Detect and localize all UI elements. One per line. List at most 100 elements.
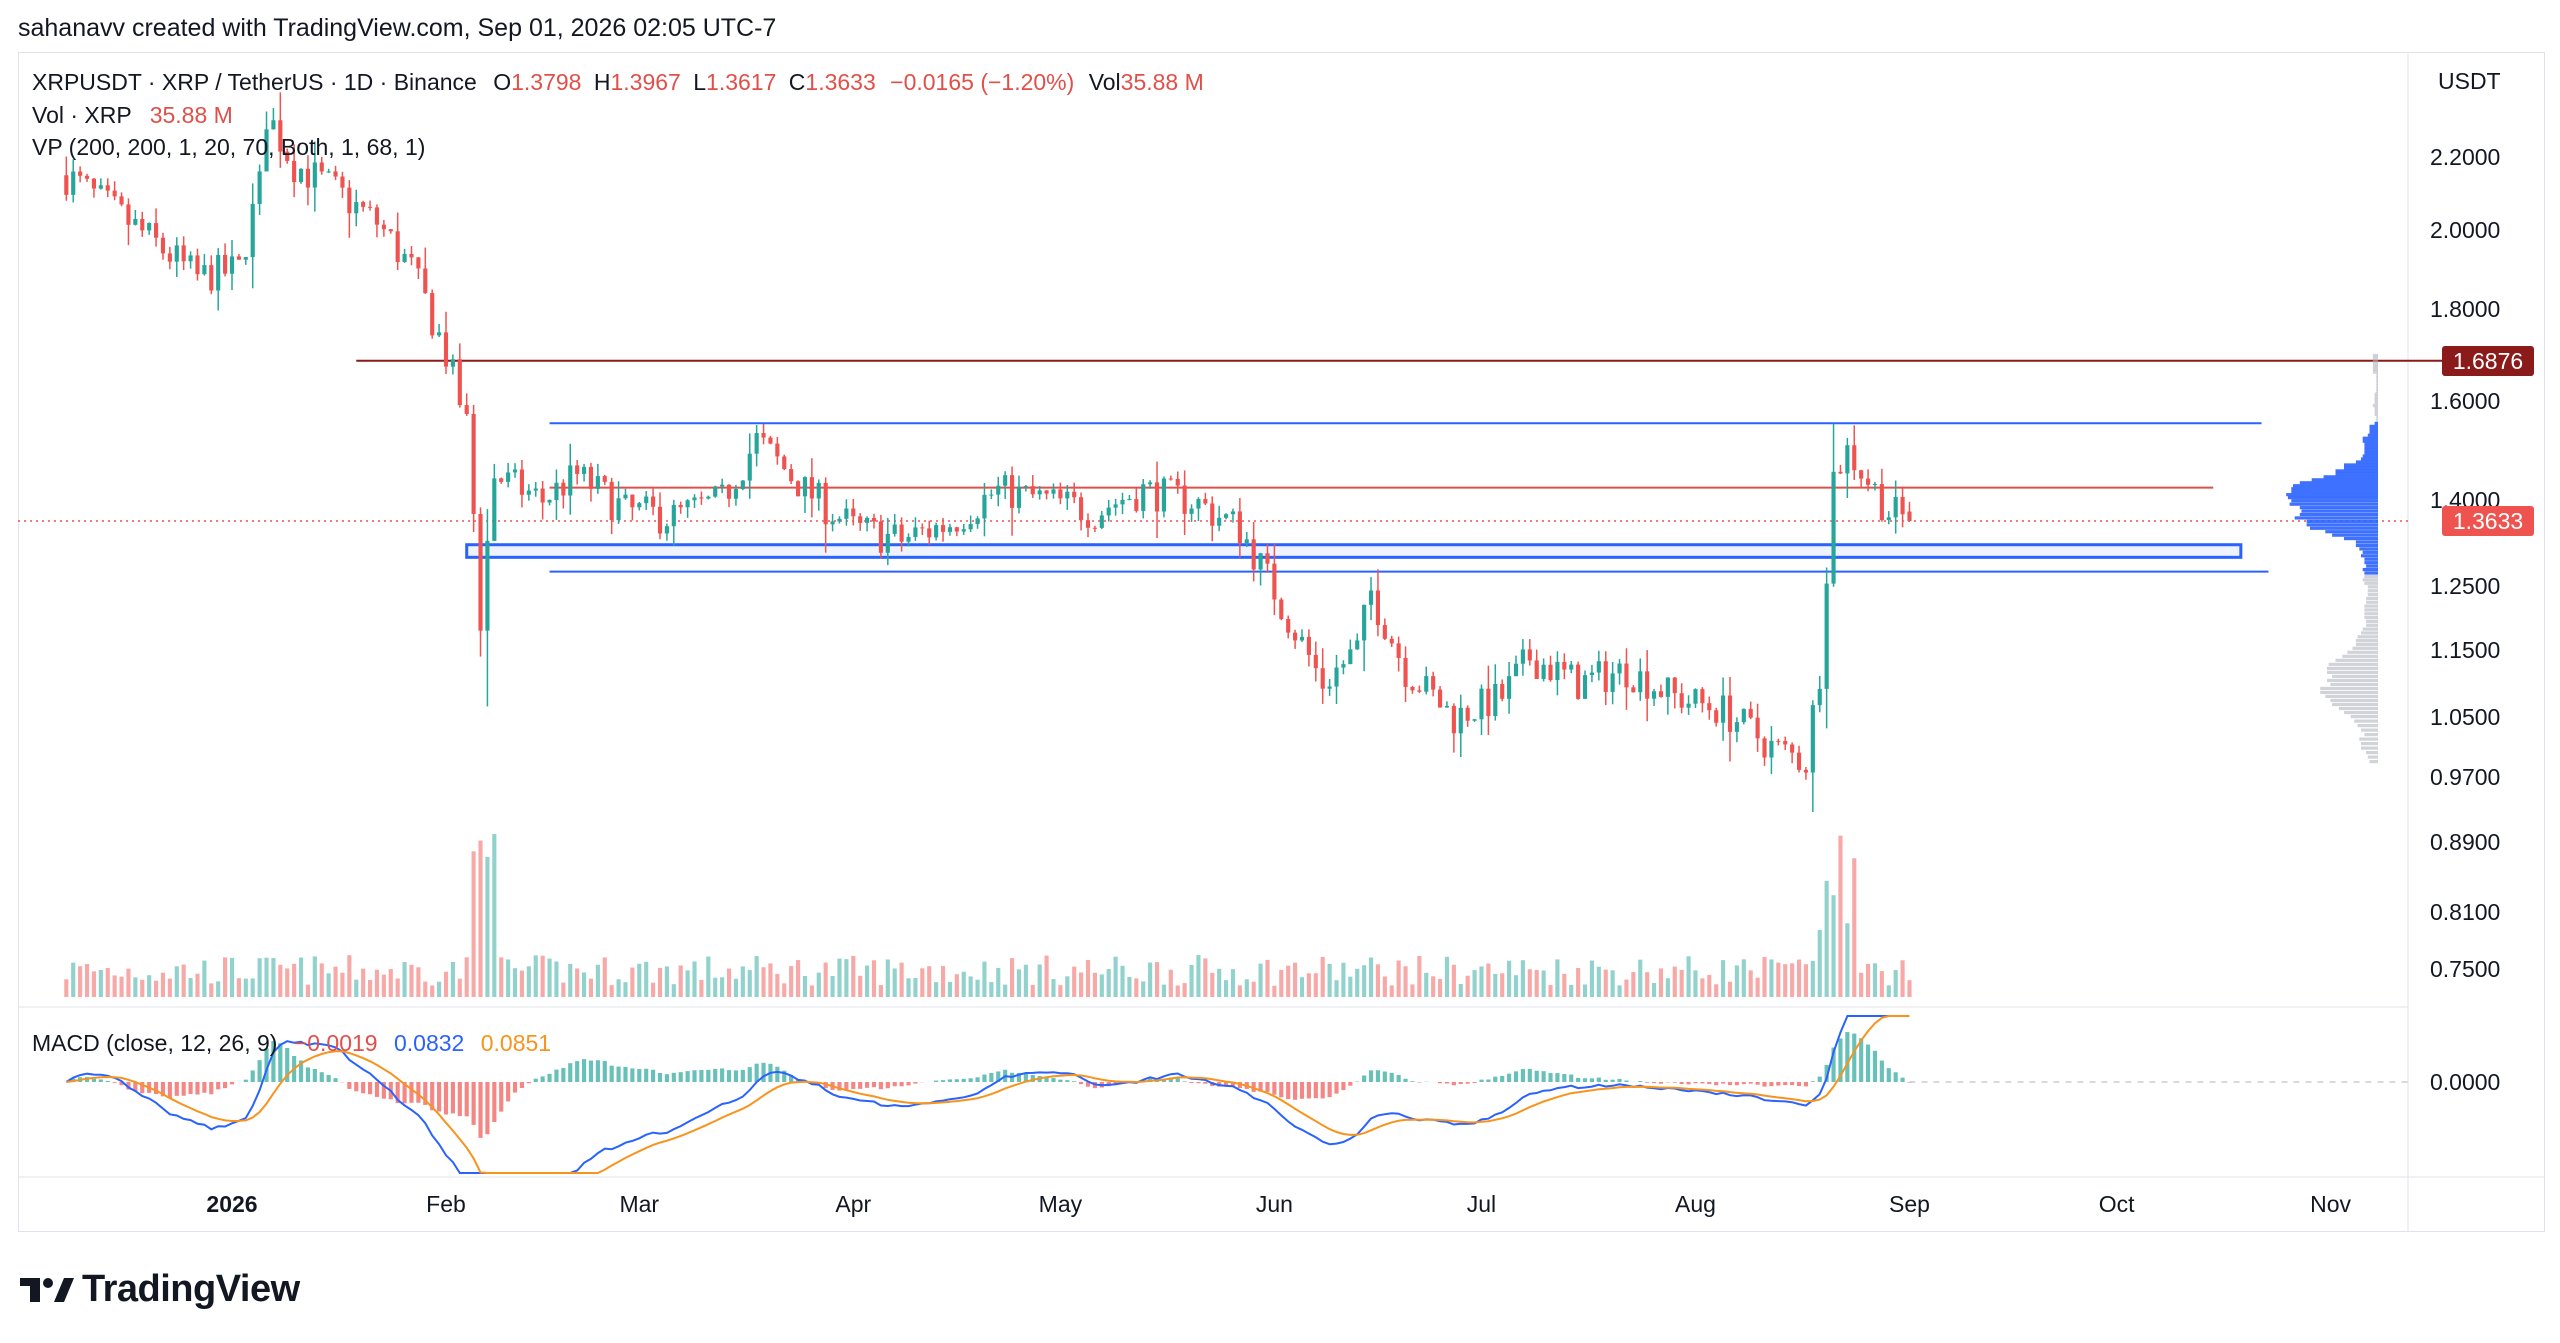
volume-bar	[298, 957, 304, 997]
tradingview-brand: TradingView	[82, 1268, 300, 1310]
macd-histogram-bar	[395, 1082, 400, 1104]
volume-profile-bar	[2335, 658, 2378, 662]
candle-body	[1741, 708, 1746, 723]
volume-profile-bar	[2376, 415, 2378, 420]
time-tick-label: Sep	[1889, 1191, 1930, 1217]
volume-profile-bar	[2327, 670, 2378, 674]
symbol-legend[interactable]: XRPUSDT · XRP / TetherUS · 1D · Binance …	[32, 69, 1204, 96]
macd-histogram-bar	[1513, 1071, 1519, 1082]
candle-body	[568, 465, 573, 496]
macd-histogram-bar	[285, 1048, 290, 1082]
volume-bar	[1762, 956, 1767, 997]
volume-bar	[305, 984, 311, 997]
candle-body	[1624, 663, 1629, 688]
volume-bar	[713, 977, 718, 997]
volume-bar	[1065, 976, 1070, 997]
macd-histogram-bar	[1465, 1082, 1470, 1084]
volume-bar	[1320, 956, 1325, 997]
volume-profile-bar	[2367, 585, 2378, 589]
macd-histogram-bar	[1341, 1082, 1346, 1091]
candle-body	[1293, 632, 1298, 641]
macd-histogram-bar	[133, 1082, 138, 1092]
candle-body	[733, 489, 739, 499]
tradingview-logo[interactable]: TradingView	[18, 1268, 300, 1311]
volume-profile-bar	[2306, 519, 2378, 523]
volume-bar	[740, 966, 745, 997]
volume-profile-bar	[2327, 666, 2378, 670]
macd-histogram-bar	[1230, 1082, 1236, 1086]
volume-profile-bar	[2374, 398, 2378, 402]
macd-histogram-bar	[1327, 1082, 1332, 1098]
macd-histogram-bar	[1569, 1074, 1574, 1082]
candle-body	[616, 498, 621, 521]
volume-bar	[651, 982, 656, 997]
candle-body	[575, 465, 580, 474]
macd-legend[interactable]: MACD (close, 12, 26, 9) −0.0019 0.0832 0…	[32, 1030, 551, 1057]
candle-body	[202, 265, 207, 275]
macd-histogram-bar	[1748, 1082, 1753, 1084]
volume-profile-bar	[2376, 387, 2378, 391]
volume-bar	[1072, 966, 1077, 997]
macd-histogram-bar	[989, 1073, 994, 1082]
volume-bar	[664, 966, 669, 997]
candle-body	[292, 160, 297, 183]
candle-body	[1003, 475, 1008, 486]
volume-bar	[1638, 959, 1643, 997]
macd-histogram-bar	[492, 1082, 497, 1123]
volume-profile-bar	[2364, 604, 2378, 608]
macd-histogram-bar	[271, 1041, 276, 1082]
candle-body	[1403, 657, 1408, 687]
volume-bar	[1527, 969, 1532, 997]
candle-body	[319, 162, 324, 172]
volume-bar	[1776, 962, 1781, 997]
volume-profile-bar	[2364, 608, 2378, 612]
macd-histogram-bar	[1065, 1080, 1070, 1082]
volume-bar	[844, 959, 849, 997]
candle-body	[837, 518, 842, 522]
volume-bar	[623, 982, 628, 997]
candle-body	[1865, 478, 1871, 485]
macd-histogram-bar	[706, 1069, 711, 1082]
price-chart[interactable]: 2.20002.00001.80001.60001.40001.25001.15…	[18, 52, 2545, 1232]
volume-bar	[1016, 969, 1022, 997]
macd-histogram-bar	[1721, 1082, 1726, 1084]
high-label: H	[593, 69, 611, 95]
macd-histogram-bar	[1879, 1060, 1884, 1082]
volume-bar	[1624, 979, 1629, 997]
candle-body	[478, 513, 483, 631]
macd-histogram-bar	[1672, 1082, 1677, 1083]
volume-profile-legend[interactable]: VP (200, 200, 1, 20, 70, Both, 1, 68, 1)	[32, 134, 426, 160]
currency-label[interactable]: USDT	[2438, 68, 2501, 94]
macd-histogram-bar	[1541, 1071, 1546, 1082]
macd-histogram-bar	[1576, 1077, 1581, 1082]
macd-histogram-bar	[174, 1082, 179, 1096]
candle-body	[623, 494, 628, 499]
volume-bar	[1148, 962, 1153, 997]
chart-frame[interactable]: 2.2000 2.0000 1.8000 1.6000 1.4000 1.2500 1.15…	[18, 52, 2545, 1232]
volume-bar	[1859, 972, 1864, 997]
volume-bar	[761, 967, 766, 997]
volume-bar	[1092, 972, 1097, 997]
time-tick-label: Jun	[1256, 1191, 1293, 1217]
volume-bar	[1534, 969, 1539, 997]
candle-body	[402, 253, 407, 262]
volume-bar	[726, 968, 732, 997]
macd-histogram-bar	[229, 1082, 235, 1085]
candle-body	[195, 255, 200, 275]
candle-body	[1576, 664, 1581, 699]
volume-bar	[878, 985, 883, 997]
volume-bar	[395, 978, 400, 997]
volume-bar	[174, 966, 179, 997]
volume-legend[interactable]: Vol · XRP 35.88 M	[32, 102, 233, 129]
last-price-badge: 1.3633	[2442, 506, 2534, 536]
macd-histogram-bar	[91, 1078, 97, 1082]
candle-body	[754, 433, 759, 454]
volume-bar	[1410, 984, 1415, 997]
volume-bar	[540, 955, 545, 997]
candle-body	[671, 504, 676, 527]
volume-bar	[657, 967, 663, 997]
volume-bar	[437, 981, 442, 997]
volume-bar	[1154, 962, 1160, 997]
volume-bar	[354, 979, 359, 997]
volume-bar	[1458, 983, 1463, 997]
